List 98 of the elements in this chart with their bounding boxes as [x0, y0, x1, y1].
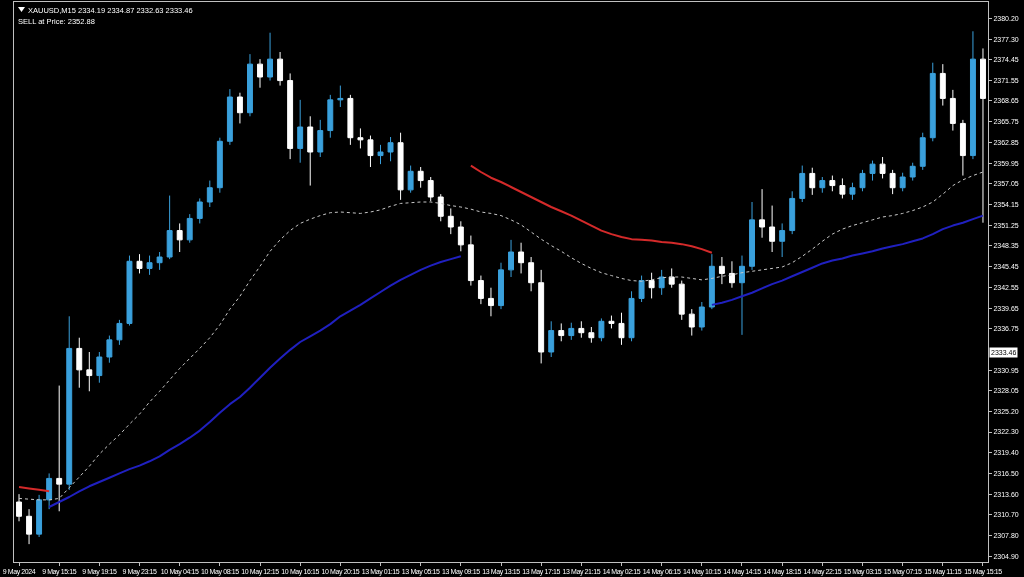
candlestick [598, 317, 605, 342]
candlestick [889, 169, 896, 195]
candlestick [528, 256, 535, 292]
candlestick [457, 220, 464, 252]
candlestick [919, 132, 926, 171]
candlestick [196, 197, 203, 224]
candlestick [26, 508, 33, 545]
candlestick [819, 176, 826, 194]
candlestick [929, 62, 936, 142]
candlestick [718, 256, 725, 285]
candlestick [698, 301, 705, 332]
candlestick [96, 351, 103, 384]
candlestick [899, 172, 906, 192]
candlestick [578, 320, 585, 339]
candlestick [417, 166, 424, 189]
candlestick [387, 136, 394, 162]
candlestick [548, 320, 555, 358]
candlestick [226, 88, 233, 146]
candlestick [347, 94, 354, 146]
candlestick [257, 58, 263, 89]
candlestick [267, 32, 274, 82]
candlestick [407, 165, 414, 194]
candlestick [618, 312, 625, 346]
candlestick [839, 177, 846, 199]
candlestick [106, 335, 113, 364]
candlestick [236, 92, 243, 124]
candlestick [789, 190, 796, 235]
candlestick [678, 280, 685, 321]
candlestick [488, 287, 494, 317]
candlestick [166, 195, 173, 260]
candlestick [779, 222, 786, 258]
candlestick [337, 85, 344, 108]
candlestick [66, 315, 73, 491]
candlestick [437, 193, 444, 222]
candlestick [508, 239, 514, 278]
candlestick [46, 472, 53, 510]
candlestick [16, 493, 22, 522]
candlestick [980, 47, 986, 224]
candlestick [558, 322, 565, 342]
candlestick [638, 275, 645, 303]
candlestick [728, 260, 735, 289]
candlestick [939, 63, 946, 107]
candlestick [949, 89, 956, 132]
candlestick [327, 94, 334, 139]
candlestick [749, 201, 755, 271]
candlestick [477, 275, 484, 305]
candlestick [668, 267, 675, 289]
candlestick [126, 255, 133, 327]
candlestick [739, 255, 745, 336]
candlestick [498, 262, 504, 310]
candlestick [136, 253, 143, 274]
candlestick [447, 207, 454, 235]
candlestick [427, 176, 434, 202]
candlestick [176, 222, 183, 253]
candlestick [869, 160, 876, 182]
candlestick [317, 119, 324, 158]
candlestick [658, 269, 665, 296]
candlestick [377, 144, 384, 165]
candlestick [56, 385, 63, 512]
candlestick [628, 290, 635, 342]
candlestick [608, 315, 615, 329]
candlestick [829, 175, 836, 192]
candlestick [277, 51, 284, 87]
candlestick [759, 188, 766, 239]
candlestick [538, 269, 545, 364]
candlestick [879, 156, 886, 179]
candlestick [588, 326, 595, 344]
candlestick [959, 119, 966, 177]
candlestick [769, 205, 776, 253]
candlestick [247, 53, 253, 117]
candlestick [297, 99, 304, 164]
candlestick [969, 30, 976, 160]
candlestick [287, 72, 294, 160]
candlestick [467, 235, 474, 287]
candlestick [859, 169, 866, 192]
line-series [18, 171, 984, 501]
candlestick [367, 135, 374, 168]
candlestick [397, 132, 404, 201]
candlestick [156, 251, 163, 271]
candlestick [688, 308, 695, 337]
candlestick [708, 253, 715, 310]
candlestick [518, 242, 525, 274]
candlestick [357, 127, 364, 149]
candlestick [909, 162, 916, 182]
candlestick [568, 322, 575, 341]
candlestick [307, 115, 314, 187]
candlestick [186, 213, 193, 244]
candlestick [76, 337, 83, 389]
candlestick [36, 494, 43, 538]
candlestick [849, 182, 856, 201]
candlestick [648, 272, 655, 299]
candlestick [146, 255, 153, 276]
candlestick [809, 167, 816, 196]
candlestick [799, 165, 806, 203]
candlestick [86, 351, 93, 392]
candlestick [116, 319, 123, 346]
candlestick [206, 180, 213, 208]
candlestick [216, 137, 223, 194]
